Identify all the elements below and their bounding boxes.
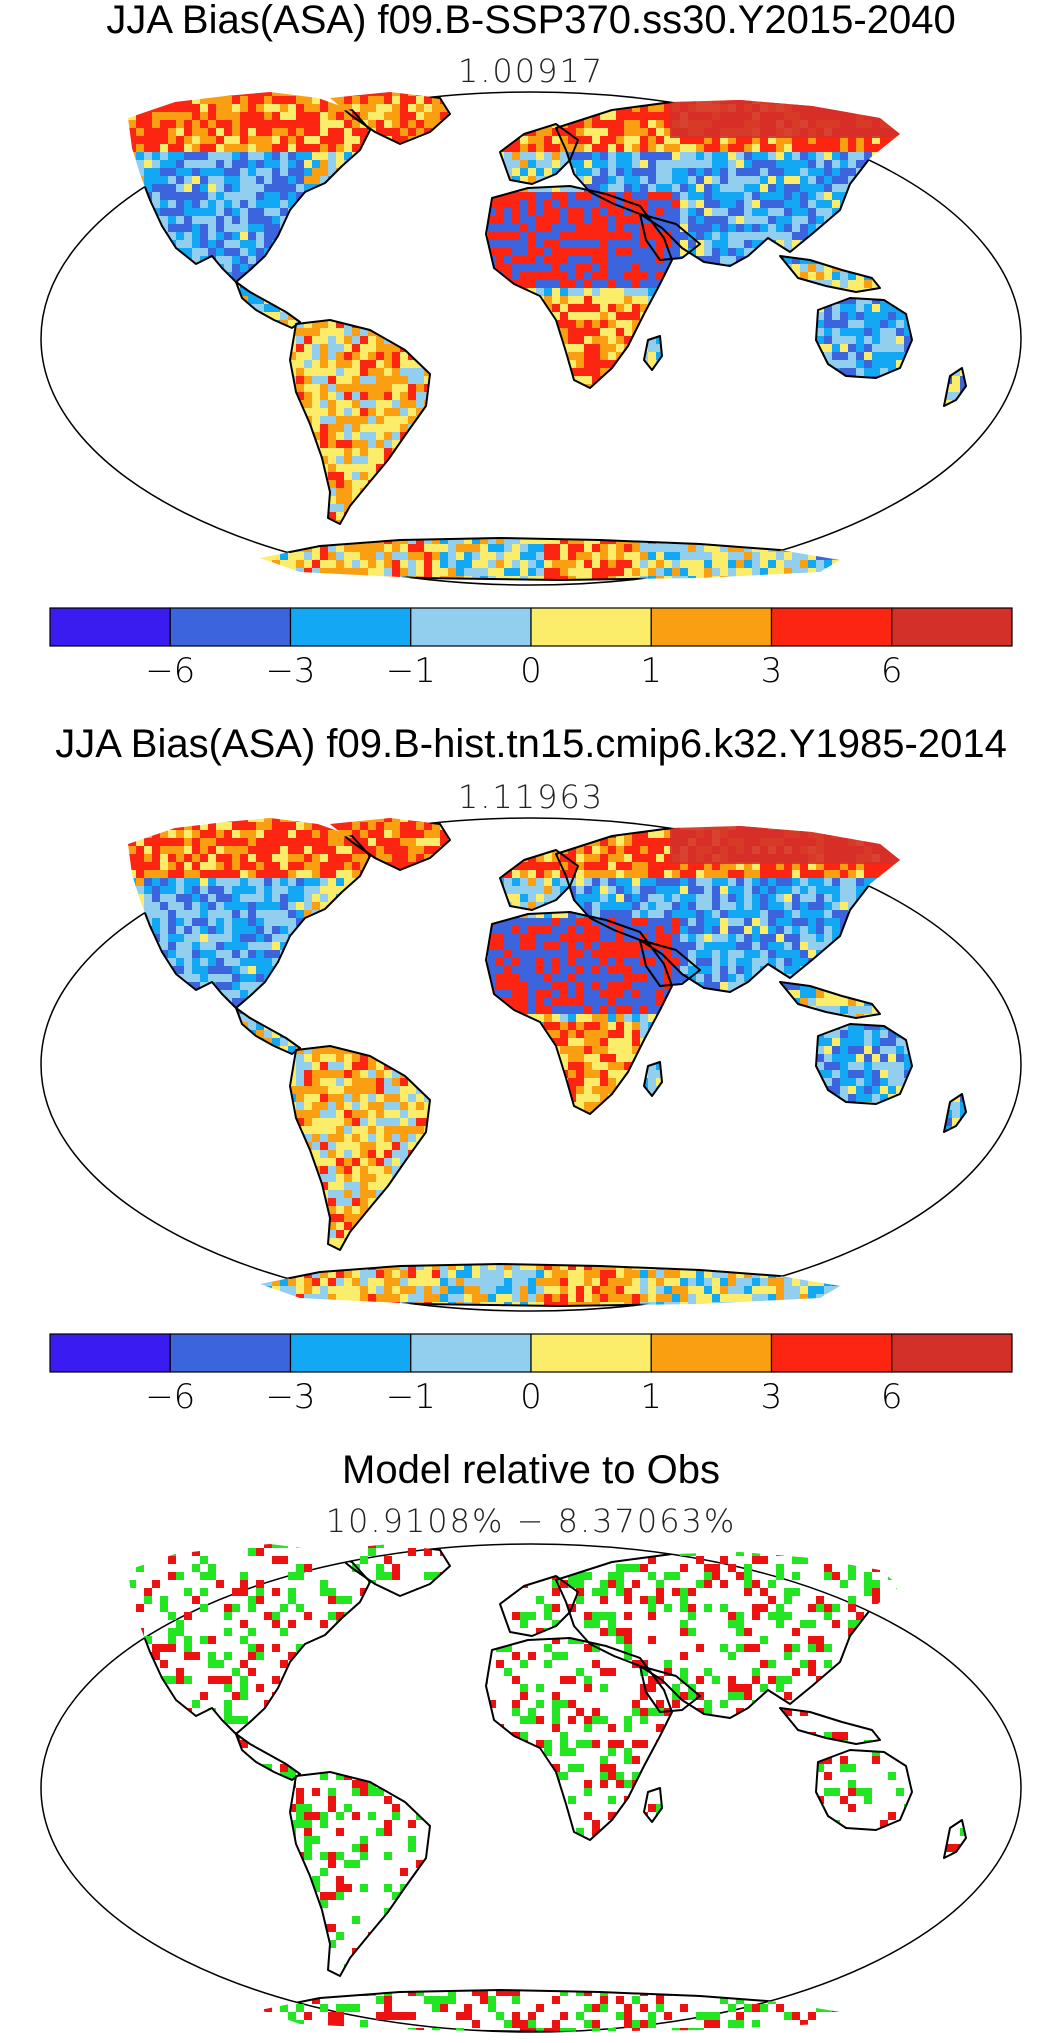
colorbar-tick-label: −3 <box>265 651 315 691</box>
panel-1-title: JJA Bias(ASA) f09.B-SSP370.ss30.Y2015-20… <box>106 0 956 42</box>
colorbar-swatch <box>530 607 652 647</box>
coastline-arabia <box>639 213 701 261</box>
coastline-madagascar <box>643 335 663 371</box>
coastline-africa <box>485 911 673 1115</box>
coastline-indonesia <box>779 255 881 293</box>
colorbar-tick-label: −1 <box>386 1377 436 1417</box>
colorbar-tick-label: 3 <box>761 1377 783 1417</box>
colorbar-swatch <box>49 607 171 647</box>
colorbar-swatch <box>289 1333 412 1373</box>
coastline-australia <box>815 297 913 379</box>
coastline-arabia <box>639 1665 701 1713</box>
coastline-new-zealand <box>943 1093 967 1133</box>
panel-1-value: 1.00917 <box>457 52 605 90</box>
colorbar-tick-label: −6 <box>145 1377 195 1417</box>
colorbar-tick-label: −3 <box>265 1377 315 1417</box>
colorbar-tick-label: 6 <box>881 1377 903 1417</box>
coastline-indonesia <box>779 981 881 1019</box>
panel-3-map <box>40 1543 1022 2033</box>
coastline-arabia <box>639 939 701 987</box>
panel-1-map <box>40 91 1022 586</box>
coastline-africa <box>485 1637 673 1841</box>
coastline-australia <box>815 1749 913 1831</box>
colorbar-swatch <box>530 1333 652 1373</box>
colorbar-swatch <box>410 1333 532 1373</box>
coastline-new-zealand <box>943 367 967 407</box>
colorbar-tick-label: −6 <box>145 651 195 691</box>
coastline-madagascar <box>643 1061 663 1097</box>
colorbar-tick-label: 0 <box>520 651 542 691</box>
coastline-madagascar <box>643 1787 663 1823</box>
coastline-new-zealand <box>943 1819 967 1859</box>
colorbar-swatch <box>891 607 1013 647</box>
colorbar-tick-label: 6 <box>881 651 903 691</box>
coastline-australia <box>815 1023 913 1105</box>
colorbar-swatch <box>770 1333 893 1373</box>
colorbar-tick-label: 0 <box>520 1377 542 1417</box>
coastline-south-america <box>289 319 431 525</box>
colorbar-swatch <box>770 607 893 647</box>
coastline-south-america <box>289 1045 431 1251</box>
colorbar-tick-label: 3 <box>761 651 783 691</box>
colorbar-swatch <box>650 607 773 647</box>
panel-1-colorbar: −6 −3 −1 0 1 3 6 <box>49 607 1013 691</box>
colorbar-swatch <box>650 1333 773 1373</box>
coastline-south-america <box>289 1771 431 1977</box>
panel-2-value: 1.11963 <box>457 778 605 816</box>
coastline-africa <box>485 185 673 389</box>
panel-2-colorbar: −6 −3 −1 0 1 3 6 <box>49 1333 1013 1417</box>
panel-3-value: 10.9108% − 8.37063% <box>325 1502 737 1540</box>
colorbar-swatch <box>169 607 292 647</box>
colorbar-tick-label: 1 <box>640 651 662 691</box>
colorbar-swatch <box>49 1333 171 1373</box>
coastline-indonesia <box>779 1707 881 1745</box>
panel-2-title: JJA Bias(ASA) f09.B-hist.tn15.cmip6.k32.… <box>55 722 1007 766</box>
colorbar-swatch <box>289 607 412 647</box>
colorbar-swatch <box>891 1333 1013 1373</box>
colorbar-swatch <box>410 607 532 647</box>
colorbar-tick-label: −1 <box>386 651 436 691</box>
panel-3-title: Model relative to Obs <box>342 1448 720 1492</box>
panel-2-map <box>40 817 1022 1312</box>
colorbar-tick-label: 1 <box>640 1377 662 1417</box>
colorbar-swatch <box>169 1333 292 1373</box>
